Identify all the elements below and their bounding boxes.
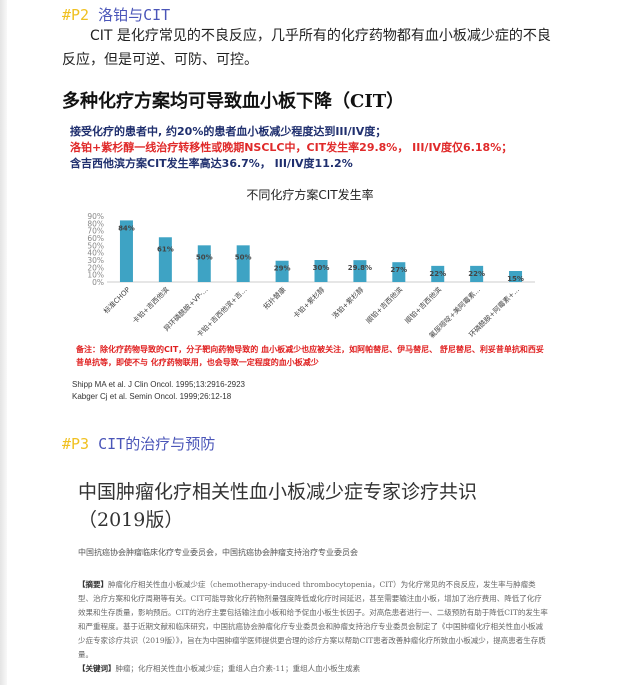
bar — [236, 245, 250, 282]
y-tick-label: 10% — [87, 271, 104, 280]
data-label: 15% — [507, 275, 524, 283]
x-tick-label: 拓扑替康 — [261, 285, 287, 311]
keywords-text: 肿瘤；化疗相关性血小板减少症；重组人白介素-11；重组人血小板生成素 — [115, 664, 361, 673]
bar — [353, 260, 367, 282]
x-tick-label: 顺铂+吉西他滨 — [364, 285, 404, 325]
abstract-text: 肿瘤化疗相关性血小板减少症（chemotherapy-induced throm… — [78, 580, 548, 659]
data-label: 22% — [429, 270, 446, 278]
bar — [431, 265, 445, 282]
section-title: CIT的治疗与预防 — [98, 435, 216, 453]
x-tick-label: 顺铂+吉西他滨 — [403, 285, 443, 325]
paper-title: 中国肿瘤化疗相关性血小板减少症专家诊疗共识 （2019版） — [78, 478, 477, 534]
slide-heading: 多种化疗方案均可导致血小板下降（CIT） — [62, 91, 405, 112]
x-tick-label: 洛铂+紫杉醇 — [330, 285, 365, 320]
bar — [509, 271, 523, 282]
summary-line: 洛铂+紫杉醇一线治疗转移性或晚期NSCLC中，CIT发生率29.8%， III/… — [70, 141, 513, 154]
x-tick-label: 卡铂+紫杉醇 — [291, 285, 326, 320]
section-title: 洛铂与CIT — [98, 6, 171, 24]
data-label: 50% — [196, 253, 213, 261]
data-label: 50% — [235, 253, 252, 261]
bar — [197, 245, 211, 282]
y-tick-label: 40% — [87, 249, 104, 258]
abstract-label: 【摘要】 — [78, 580, 108, 589]
paper-authors: 中国抗癌协会肿瘤临床化疗专业委员会，中国抗癌协会肿瘤支持治疗专业委员会 — [78, 548, 358, 557]
data-label: 84% — [118, 224, 135, 232]
summary-line: 含吉西他滨方案CIT发生率高达36.7%， III/IV度11.2% — [70, 157, 353, 170]
page-edge — [0, 0, 7, 685]
bar — [158, 237, 172, 282]
intro-paragraph: CIT 是化疗常见的不良反应，几乎所有的化疗药物都有血小板减少症的不良反应，但是… — [62, 28, 551, 68]
y-tick-label: 70% — [87, 227, 104, 236]
data-label: 22% — [468, 270, 485, 278]
bar — [392, 262, 406, 282]
data-label: 29.8% — [348, 264, 372, 272]
paper-title-line: （2019版） — [78, 509, 184, 531]
y-tick-label: 60% — [87, 234, 104, 243]
x-tick-label: 标准CHOP — [102, 285, 132, 315]
reference: Shipp MA et al. J Clin Oncol. 1995;13:29… — [72, 380, 245, 389]
y-tick-label: 30% — [87, 256, 104, 265]
data-label: 61% — [157, 245, 174, 253]
x-tick-label: 卡铂+吉西他滨 — [131, 285, 171, 325]
summary-line: 接受化疗的患者中, 约20%的患者血小板减少程度达到III/IV度； — [70, 125, 387, 138]
paper-abstract: 【摘要】肿瘤化疗相关性血小板减少症（chemotherapy-induced t… — [78, 578, 548, 676]
y-tick-label: 50% — [87, 241, 104, 250]
data-label: 27% — [390, 266, 407, 274]
bar — [314, 260, 328, 282]
bar — [470, 265, 484, 282]
bar — [119, 220, 133, 282]
chart-note: 备注：除化疗药物导致的CIT，分子靶向药物导致的 血小板减少也应被关注，如阿帕替… — [76, 345, 544, 367]
reference: Kabger Cj et al. Semin Oncol. 1999;26:12… — [72, 392, 232, 401]
section-number: #P3 — [62, 435, 90, 453]
y-tick-label: 90% — [87, 212, 104, 221]
section-number: #P2 — [62, 6, 90, 24]
references: Shipp MA et al. J Clin Oncol. 1995;13:29… — [72, 379, 245, 403]
section-p3-heading: #P3 CIT的治疗与预防 — [62, 433, 215, 454]
y-tick-label: 80% — [87, 219, 104, 228]
keywords-label: 【关键词】 — [78, 664, 116, 673]
summary-block: 接受化疗的患者中, 约20%的患者血小板减少程度达到III/IV度； 洛铂+紫杉… — [70, 124, 512, 172]
cit-bar-chart: 不同化疗方案CIT发生率 0%10%20%30%40%50%60%70%80%9… — [87, 187, 535, 340]
data-label: 30% — [313, 264, 330, 272]
y-tick-label: 20% — [87, 263, 104, 272]
data-label: 29% — [274, 265, 291, 273]
section-p2-heading: #P2 洛铂与CIT — [62, 4, 170, 25]
y-tick-label: 0% — [92, 278, 104, 287]
chart-title: 不同化疗方案CIT发生率 — [246, 187, 373, 202]
paper-title-line: 中国肿瘤化疗相关性血小板减少症专家诊疗共识 — [78, 481, 478, 503]
bar — [275, 260, 289, 282]
